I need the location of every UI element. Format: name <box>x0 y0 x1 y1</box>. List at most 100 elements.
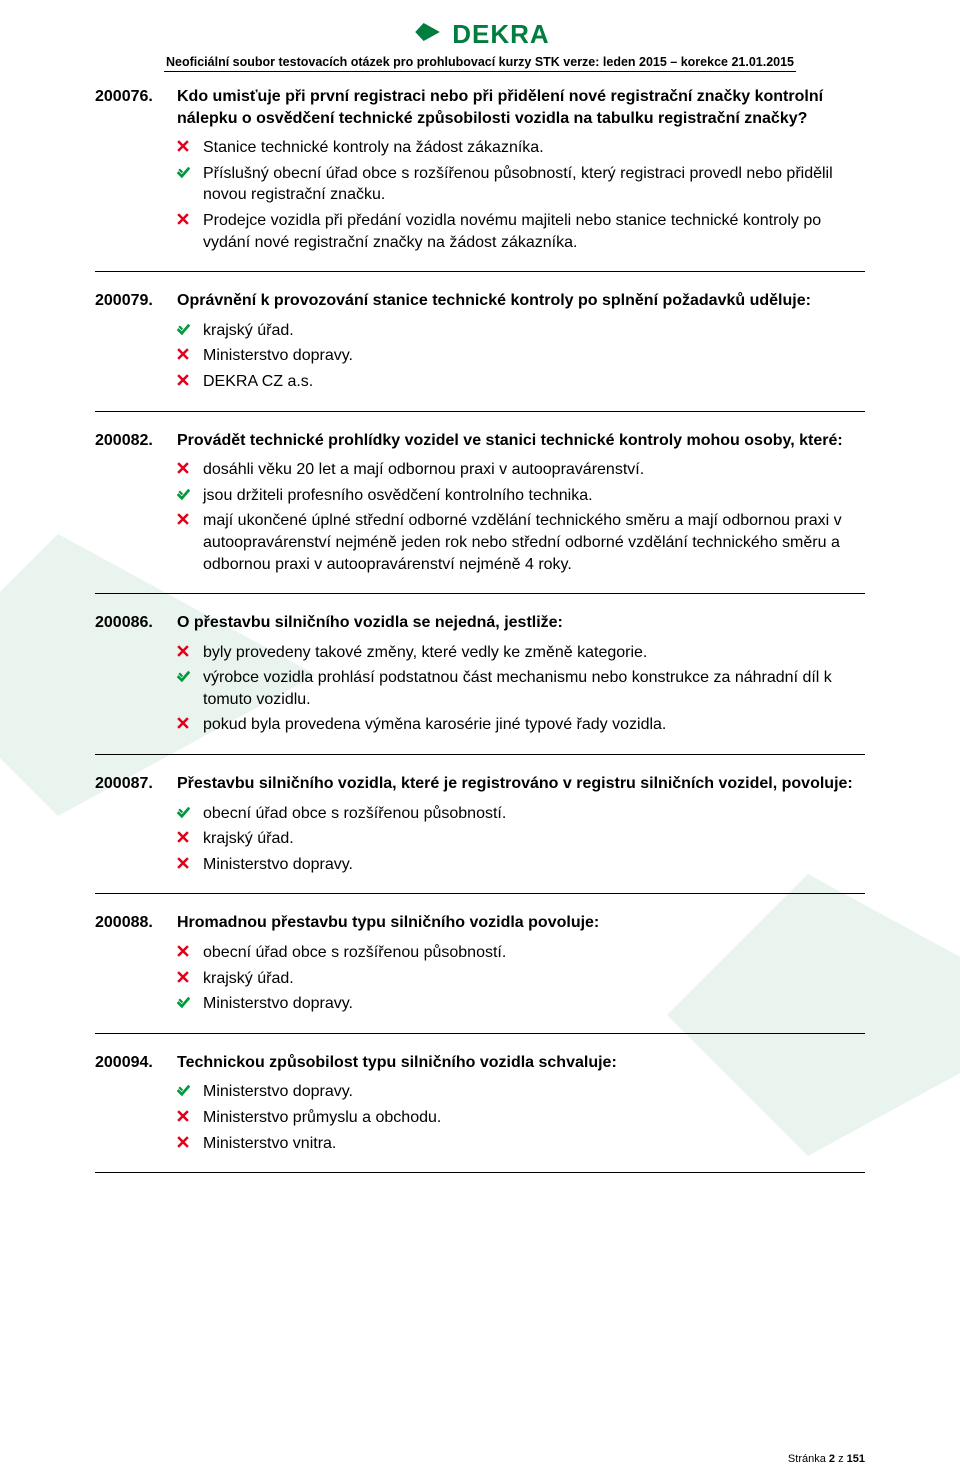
check-icon <box>177 806 191 819</box>
question-block: 200086. O přestavbu silničního vozidla se… <box>95 612 865 755</box>
answer-text: Ministerstvo vnitra. <box>203 1133 336 1155</box>
answer-text: jsou držiteli profesního osvědčení kontr… <box>203 485 593 507</box>
answer-text: dosáhli věku 20 let a mají odbornou prax… <box>203 459 644 481</box>
answer-item: Ministerstvo průmyslu a obchodu. <box>95 1107 865 1129</box>
cross-icon <box>177 831 191 843</box>
questions-list: 200076.Kdo umisťuje při první registraci… <box>95 86 865 1173</box>
question-text: Kdo umisťuje při první registraci nebo p… <box>177 86 865 129</box>
answer-text: krajský úřad. <box>203 828 294 850</box>
answer-item: pokud byla provedena výměna karosérie ji… <box>95 714 865 736</box>
answer-text: Příslušný obecní úřad obce s rozšířenou … <box>203 163 865 206</box>
question-text: O přestavbu silničního vozidla se nejedn… <box>177 612 563 634</box>
answer-text: obecní úřad obce s rozšířenou působností… <box>203 803 506 825</box>
question-text: Provádět technické prohlídky vozidel ve … <box>177 430 843 452</box>
answer-item: Ministerstvo dopravy. <box>95 1081 865 1103</box>
answers-list: dosáhli věku 20 let a mají odbornou prax… <box>95 459 865 575</box>
question-row: 200079. Oprávnění k provozování stanice t… <box>95 290 865 312</box>
answer-text: Prodejce vozidla při předání vozidla nov… <box>203 210 865 253</box>
question-number: 200082. <box>95 430 163 452</box>
answer-item: výrobce vozidla prohlásí podstatnou část… <box>95 667 865 710</box>
check-icon <box>177 1084 191 1097</box>
question-row: 200076.Kdo umisťuje při první registraci… <box>95 86 865 129</box>
check-icon <box>177 488 191 501</box>
question-text: Přestavbu silničního vozidla, které je r… <box>177 773 853 795</box>
answers-list: obecní úřad obce s rozšířenou působností… <box>95 942 865 1015</box>
cross-icon <box>177 140 191 152</box>
page-header: DEKRA Neoficiální soubor testovacích otá… <box>95 18 865 72</box>
answer-item: obecní úřad obce s rozšířenou působností… <box>95 803 865 825</box>
question-block: 200079. Oprávnění k provozování stanice t… <box>95 290 865 411</box>
cross-icon <box>177 1110 191 1122</box>
answer-item: jsou držiteli profesního osvědčení kontr… <box>95 485 865 507</box>
question-number: 200086. <box>95 612 163 634</box>
question-row: 200088.Hromadnou přestavbu typu silniční… <box>95 912 865 934</box>
answer-text: Ministerstvo dopravy. <box>203 993 353 1015</box>
answer-text: krajský úřad. <box>203 320 294 342</box>
answer-text: pokud byla provedena výměna karosérie ji… <box>203 714 666 736</box>
answer-text: DEKRA CZ a.s. <box>203 371 313 393</box>
header-subtitle: Neoficiální soubor testovacích otázek pr… <box>164 53 796 72</box>
cross-icon <box>177 717 191 729</box>
cross-icon <box>177 971 191 983</box>
answer-item: Ministerstvo dopravy. <box>95 345 865 367</box>
footer-mid: z <box>835 1453 847 1465</box>
answer-text: mají ukončené úplné střední odborné vzdě… <box>203 510 865 575</box>
answer-text: Stanice technické kontroly na žádost zák… <box>203 137 544 159</box>
answer-item: Ministerstvo vnitra. <box>95 1133 865 1155</box>
footer-page-total: 151 <box>847 1453 865 1465</box>
brand-logo: DEKRA <box>410 18 549 51</box>
answer-text: Ministerstvo dopravy. <box>203 1081 353 1103</box>
question-row: 200086. O přestavbu silničního vozidla se… <box>95 612 865 634</box>
question-block: 200082. Provádět technické prohlídky vozi… <box>95 430 865 595</box>
cross-icon <box>177 462 191 474</box>
answer-item: dosáhli věku 20 let a mají odbornou prax… <box>95 459 865 481</box>
answer-item: obecní úřad obce s rozšířenou působností… <box>95 942 865 964</box>
check-icon <box>177 996 191 1009</box>
cross-icon <box>177 213 191 225</box>
question-row: 200082. Provádět technické prohlídky vozi… <box>95 430 865 452</box>
answer-item: byly provedeny takové změny, které vedly… <box>95 642 865 664</box>
answer-item: Příslušný obecní úřad obce s rozšířenou … <box>95 163 865 206</box>
answer-text: obecní úřad obce s rozšířenou působností… <box>203 942 506 964</box>
answer-item: krajský úřad. <box>95 968 865 990</box>
question-row: 200087.Přestavbu silničního vozidla, kte… <box>95 773 865 795</box>
answer-item: Prodejce vozidla při předání vozidla nov… <box>95 210 865 253</box>
answer-item: mají ukončené úplné střední odborné vzdě… <box>95 510 865 575</box>
answer-text: výrobce vozidla prohlásí podstatnou část… <box>203 667 865 710</box>
cross-icon <box>177 513 191 525</box>
answer-item: krajský úřad. <box>95 320 865 342</box>
answer-item: Stanice technické kontroly na žádost zák… <box>95 137 865 159</box>
page-footer: Stránka 2 z 151 <box>788 1453 865 1465</box>
answer-item: Ministerstvo dopravy. <box>95 854 865 876</box>
answer-text: Ministerstvo dopravy. <box>203 345 353 367</box>
cross-icon <box>177 945 191 957</box>
footer-prefix: Stránka <box>788 1453 829 1465</box>
question-block: 200088.Hromadnou přestavbu typu silniční… <box>95 912 865 1033</box>
question-block: 200076.Kdo umisťuje při první registraci… <box>95 86 865 272</box>
question-text: Technickou způsobilost typu silničního v… <box>177 1052 617 1074</box>
cross-icon <box>177 857 191 869</box>
answer-item: DEKRA CZ a.s. <box>95 371 865 393</box>
question-text: Oprávnění k provozování stanice technick… <box>177 290 811 312</box>
answers-list: Ministerstvo dopravy. Ministerstvo průmys… <box>95 1081 865 1154</box>
question-text: Hromadnou přestavbu typu silničního vozi… <box>177 912 599 934</box>
cross-icon <box>177 1136 191 1148</box>
question-block: 200087.Přestavbu silničního vozidla, kte… <box>95 773 865 894</box>
answer-item: krajský úřad. <box>95 828 865 850</box>
check-icon <box>177 323 191 336</box>
answer-item: Ministerstvo dopravy. <box>95 993 865 1015</box>
question-block: 200094. Technickou způsobilost typu silni… <box>95 1052 865 1173</box>
check-icon <box>177 670 191 683</box>
logo-arrow-icon <box>410 18 444 51</box>
answer-text: Ministerstvo dopravy. <box>203 854 353 876</box>
question-number: 200079. <box>95 290 163 312</box>
answer-text: byly provedeny takové změny, které vedly… <box>203 642 647 664</box>
answer-text: krajský úřad. <box>203 968 294 990</box>
question-row: 200094. Technickou způsobilost typu silni… <box>95 1052 865 1074</box>
question-number: 200094. <box>95 1052 163 1074</box>
cross-icon <box>177 348 191 360</box>
logo-text: DEKRA <box>452 19 549 50</box>
answers-list: krajský úřad. Ministerstvo dopravy. DEKRA … <box>95 320 865 393</box>
answers-list: Stanice technické kontroly na žádost zák… <box>95 137 865 253</box>
check-icon <box>177 166 191 179</box>
